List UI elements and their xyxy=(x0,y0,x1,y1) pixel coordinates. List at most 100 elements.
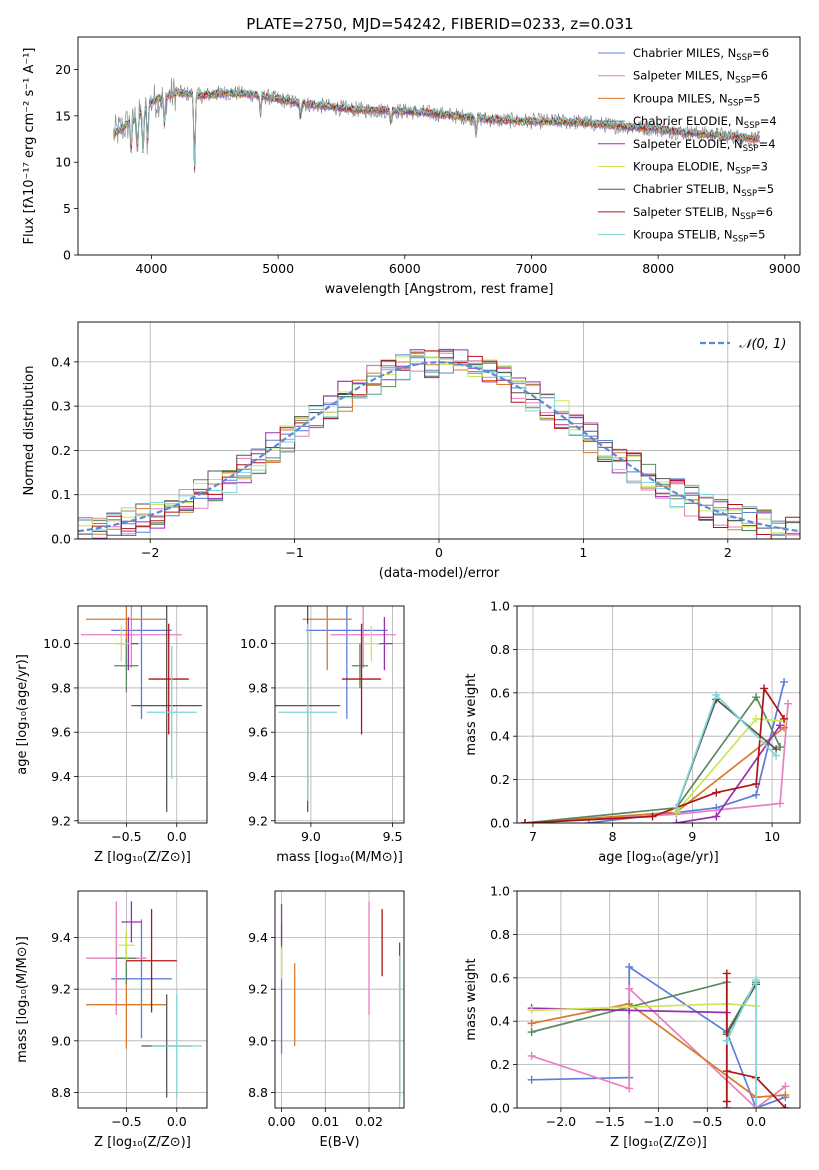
x-tick-label: −1.5 xyxy=(595,1114,625,1129)
weight-line-salpeter-miles xyxy=(520,699,793,823)
residual-histogram-kroupa-stelib xyxy=(78,351,800,539)
weight-line-kroupa-stelib xyxy=(672,690,781,812)
x-tick-label: −2.0 xyxy=(546,1114,576,1129)
x-tick-label: 10 xyxy=(764,829,780,844)
data-point xyxy=(527,1075,536,1084)
legend-entry: Salpeter STELIB, NSSP=6 xyxy=(633,205,773,222)
errorbar-kroupa-miles xyxy=(302,606,352,671)
legend-entry: Chabrier ELODIE, NSSP=4 xyxy=(633,114,777,131)
y-tick-label: 0.3 xyxy=(51,399,71,414)
data-point xyxy=(752,975,761,984)
x-tick-label: 9.0 xyxy=(301,829,321,844)
y-axis-label: mass weight xyxy=(464,673,479,755)
y-tick-label: 9.4 xyxy=(51,930,71,945)
x-tick-label: 1 xyxy=(579,545,587,560)
errorbar-kroupa-stelib xyxy=(278,623,338,801)
x-tick-label: 9 xyxy=(688,829,696,844)
axes-frame xyxy=(77,605,208,824)
x-tick-label: −0.5 xyxy=(692,1114,722,1129)
legend-entry: Salpeter MILES, NSSP=6 xyxy=(633,69,768,86)
y-tick-label: 8.8 xyxy=(248,1085,268,1100)
x-tick-label: 7000 xyxy=(516,261,548,276)
x-tick-label: 5000 xyxy=(262,261,294,276)
errorbar-kroupa-stelib xyxy=(146,645,197,779)
y-tick-label: 9.0 xyxy=(248,1033,268,1048)
errorbar-salpeter-elodie xyxy=(121,901,142,943)
data-point xyxy=(722,1036,731,1045)
weight-vs-age-panel: 7 8 9 10 0.0 0.2 0.4 0.6 0.8 1.0 age [log₁₀(age/yr… xyxy=(464,599,801,865)
x-tick-label: 0.0 xyxy=(746,1114,766,1129)
data-point xyxy=(781,1090,790,1099)
y-axis-label: Flux [fλ10⁻¹⁷ erg cm⁻² s⁻¹ A⁻¹] xyxy=(22,48,37,245)
y-tick-label: 9.4 xyxy=(51,769,71,784)
legend-entry: 𝒩(0, 1) xyxy=(739,337,786,352)
y-tick-label: 9.2 xyxy=(51,813,71,828)
data-point xyxy=(520,819,529,823)
weight-line-salpeter-stelib xyxy=(520,684,789,823)
data-point xyxy=(527,1006,536,1015)
weight-line-salpeter-miles xyxy=(527,984,790,1108)
data-point xyxy=(712,812,721,821)
y-tick-label: 9.6 xyxy=(51,725,71,740)
y-tick-label: 0.6 xyxy=(490,970,510,985)
x-tick-label: 7 xyxy=(529,829,537,844)
data-point xyxy=(760,684,769,693)
y-axis-label: age [log₁₀(age/yr)] xyxy=(15,654,30,775)
axes-frame xyxy=(516,890,801,1109)
data-point xyxy=(752,693,761,702)
y-tick-label: 9.8 xyxy=(248,680,268,695)
errorbar-kroupa-elodie xyxy=(111,625,132,662)
data-point xyxy=(722,1097,731,1106)
y-tick-label: 9.2 xyxy=(248,813,268,828)
data-point xyxy=(648,812,657,821)
y-tick-label: 0.0 xyxy=(490,1101,510,1116)
y-axis-label: Normed distribution xyxy=(22,366,37,496)
figure-title: PLATE=2750, MJD=54242, FIBERID=0233, z=0… xyxy=(246,15,633,33)
y-tick-label: 0.0 xyxy=(51,532,71,547)
y-tick-label: 0.4 xyxy=(490,1014,510,1029)
x-axis-label: age [log₁₀(age/yr)] xyxy=(598,850,719,865)
errorbar-chabrier-miles xyxy=(306,606,388,719)
mass-vs-extinction-panel: 0.00 0.01 0.02 8.8 9.0 9.2 9.4 E(B-V) xyxy=(248,890,405,1150)
data-point xyxy=(752,714,761,723)
errorbar-chabrier-elodie xyxy=(351,643,369,688)
data-point xyxy=(781,1104,790,1108)
y-tick-label: 0.4 xyxy=(51,354,71,369)
mass-vs-metallicity-panel: −0.5 0.0 8.8 9.0 9.2 9.4 Z [log₁₀(Z/Z⊙)] mass [… xyxy=(15,890,208,1150)
y-tick-label: 0.1 xyxy=(51,487,71,502)
age-vs-mass-panel: 9.0 9.5 9.2 9.4 9.6 9.8 10.0 mass [log₁₀(M/M⊙)] xyxy=(240,605,405,865)
residuals-panel: −2 −1 0 1 2 0.0 0.1 0.2 0.3 0.4 (data-model)/error… xyxy=(22,321,801,581)
y-tick-label: 1.0 xyxy=(490,599,510,614)
y-tick-label: 9.0 xyxy=(51,1033,71,1048)
axes-frame xyxy=(77,36,801,256)
errorbar-kroupa-stelib xyxy=(151,994,202,1098)
data-point xyxy=(527,1051,536,1060)
errorbar-salpeter-stelib xyxy=(126,909,177,1013)
data-point xyxy=(780,714,789,723)
data-point xyxy=(722,1067,731,1076)
x-tick-label: −0.5 xyxy=(111,829,141,844)
axes-frame xyxy=(274,890,405,1109)
errorbar-salpeter-miles xyxy=(81,606,182,668)
y-tick-label: 9.4 xyxy=(248,769,268,784)
normal-distribution-curve xyxy=(78,361,800,533)
legend-entry: Kroupa MILES, NSSP=5 xyxy=(633,91,760,108)
x-tick-label: 9.5 xyxy=(383,829,403,844)
spectrum-legend: Chabrier MILES, NSSP=6 Salpeter MILES, NS… xyxy=(598,46,777,245)
residual-histogram-chabrier-stelib xyxy=(78,348,800,536)
x-tick-label: 4000 xyxy=(136,261,168,276)
data-point xyxy=(772,751,781,760)
x-tick-label: 0 xyxy=(435,545,443,560)
errorbar-chabrier-miles xyxy=(111,606,172,719)
data-point xyxy=(784,699,793,708)
errorbar-kroupa-elodie xyxy=(363,625,380,662)
data-point xyxy=(752,779,761,788)
age-vs-metallicity-panel: −0.5 0.0 9.2 9.4 9.6 9.8 10.0 Z [log₁₀(Z/Z⊙)] ag… xyxy=(15,605,208,865)
x-tick-label: −0.5 xyxy=(111,1114,141,1129)
errorbar-chabrier-miles xyxy=(111,919,172,1039)
grid-lines xyxy=(78,891,207,1108)
data-point xyxy=(776,799,785,808)
legend-entry: Chabrier STELIB, NSSP=5 xyxy=(633,182,774,199)
x-tick-label: −1 xyxy=(285,545,303,560)
